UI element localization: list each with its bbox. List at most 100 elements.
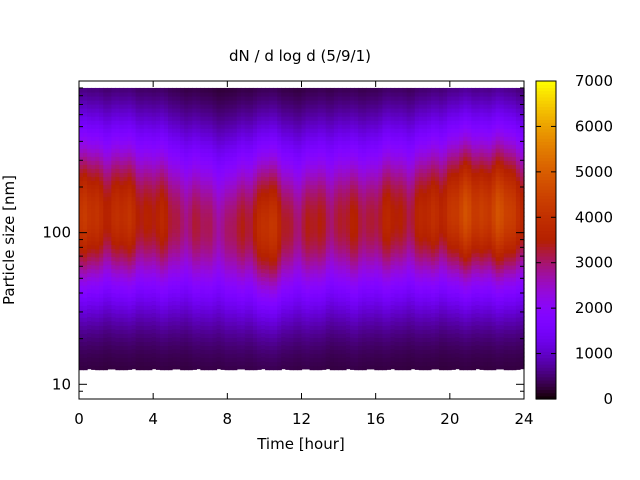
heatmap-cell — [325, 172, 331, 177]
heatmap-cell — [143, 285, 149, 290]
heatmap-cell — [192, 272, 197, 278]
heatmap-cell — [180, 269, 185, 274]
heatmap-cell — [358, 248, 363, 254]
heatmap-cell — [337, 264, 343, 270]
heatmap-cell — [200, 224, 206, 230]
heatmap-cell — [192, 204, 197, 210]
heatmap-cell — [139, 136, 145, 141]
heatmap-cell — [107, 336, 112, 342]
heatmap-cell — [184, 357, 189, 363]
heatmap-cell — [127, 264, 133, 270]
heatmap-cell — [366, 276, 371, 282]
heatmap-cell — [309, 309, 315, 314]
heatmap-cell — [200, 305, 206, 310]
heatmap-cell — [248, 345, 254, 351]
heatmap-cell — [293, 305, 299, 310]
heatmap-cell — [111, 144, 117, 149]
heatmap-cell — [350, 100, 355, 105]
heatmap-cell — [277, 333, 282, 339]
heatmap-cell — [333, 91, 339, 97]
heatmap-cell — [321, 309, 327, 314]
heatmap-cell — [313, 180, 319, 186]
heatmap-cell — [228, 124, 234, 129]
heatmap-cell — [301, 156, 307, 161]
heatmap-cell — [196, 172, 201, 177]
heatmap-cell — [151, 316, 157, 322]
heatmap-cell — [341, 136, 347, 141]
heatmap-cell — [301, 112, 307, 117]
heatmap-cell — [252, 116, 258, 121]
heatmap-cell — [337, 95, 343, 101]
heatmap-cell — [341, 240, 347, 246]
heatmap-cell — [212, 220, 218, 226]
heatmap-cell — [341, 144, 347, 149]
heatmap-cell — [196, 316, 201, 322]
heatmap-cell — [362, 168, 367, 174]
heatmap-cell — [285, 208, 290, 214]
heatmap-cell — [281, 332, 286, 338]
heatmap-cell — [172, 136, 177, 141]
heatmap-cell — [107, 144, 112, 149]
heatmap-cell — [79, 273, 84, 278]
heatmap-cell — [333, 168, 339, 174]
heatmap-cell — [196, 340, 201, 346]
heatmap-cell — [224, 140, 230, 145]
heatmap-cell — [285, 288, 290, 294]
heatmap-cell — [184, 192, 189, 198]
heatmap-cell — [289, 273, 295, 278]
heatmap-cell — [305, 276, 311, 282]
heatmap-cell — [168, 228, 173, 234]
heatmap-cell — [261, 91, 266, 97]
heatmap-cell — [91, 124, 96, 129]
heatmap-cell — [87, 352, 92, 358]
heatmap-cell — [333, 248, 339, 254]
heatmap-cell — [103, 144, 108, 149]
heatmap-cell — [87, 328, 92, 334]
heatmap-cell — [252, 196, 258, 202]
heatmap-cell — [200, 349, 206, 355]
heatmap-cell — [346, 87, 351, 93]
heatmap-cell — [325, 164, 331, 169]
heatmap-cell — [200, 273, 206, 278]
heatmap-cell — [147, 176, 153, 182]
heatmap-cell — [317, 236, 323, 242]
heatmap-cell — [83, 212, 88, 218]
heatmap-cell — [240, 144, 246, 149]
heatmap-cell — [99, 91, 104, 97]
heatmap-cell — [184, 124, 189, 129]
heatmap-cell — [293, 192, 299, 198]
heatmap-cell — [257, 244, 262, 250]
heatmap-cell — [325, 112, 331, 117]
heatmap-cell — [220, 120, 226, 125]
heatmap-cell — [240, 200, 246, 205]
heatmap-cell — [236, 292, 242, 298]
heatmap-cell — [257, 224, 262, 230]
heatmap-cell — [168, 136, 173, 141]
heatmap-cell — [208, 128, 214, 133]
heatmap-cell — [224, 176, 230, 182]
heatmap-cell — [269, 244, 274, 250]
heatmap-cell — [220, 325, 226, 330]
heatmap-cell — [200, 260, 206, 266]
heatmap-cell — [285, 264, 290, 270]
heatmap-cell — [159, 176, 165, 182]
heatmap-cell — [99, 216, 104, 222]
heatmap-cell — [184, 252, 189, 258]
heatmap-cell — [119, 228, 125, 234]
heatmap-cell — [188, 144, 193, 149]
heatmap-cell — [236, 236, 242, 242]
heatmap-cell — [305, 252, 311, 258]
heatmap-cell — [313, 313, 319, 318]
heatmap-cell — [119, 281, 125, 286]
heatmap-cell — [200, 208, 206, 214]
heatmap-cell — [240, 108, 246, 113]
heatmap-cell — [172, 188, 177, 193]
heatmap-cell — [151, 280, 157, 285]
heatmap-cell — [107, 252, 112, 258]
heatmap-cell — [285, 200, 290, 206]
heatmap-cell — [232, 349, 238, 355]
heatmap-cell — [350, 164, 355, 169]
heatmap-cell — [192, 120, 197, 125]
heatmap-cell — [265, 337, 270, 343]
heatmap-cell — [313, 140, 319, 145]
